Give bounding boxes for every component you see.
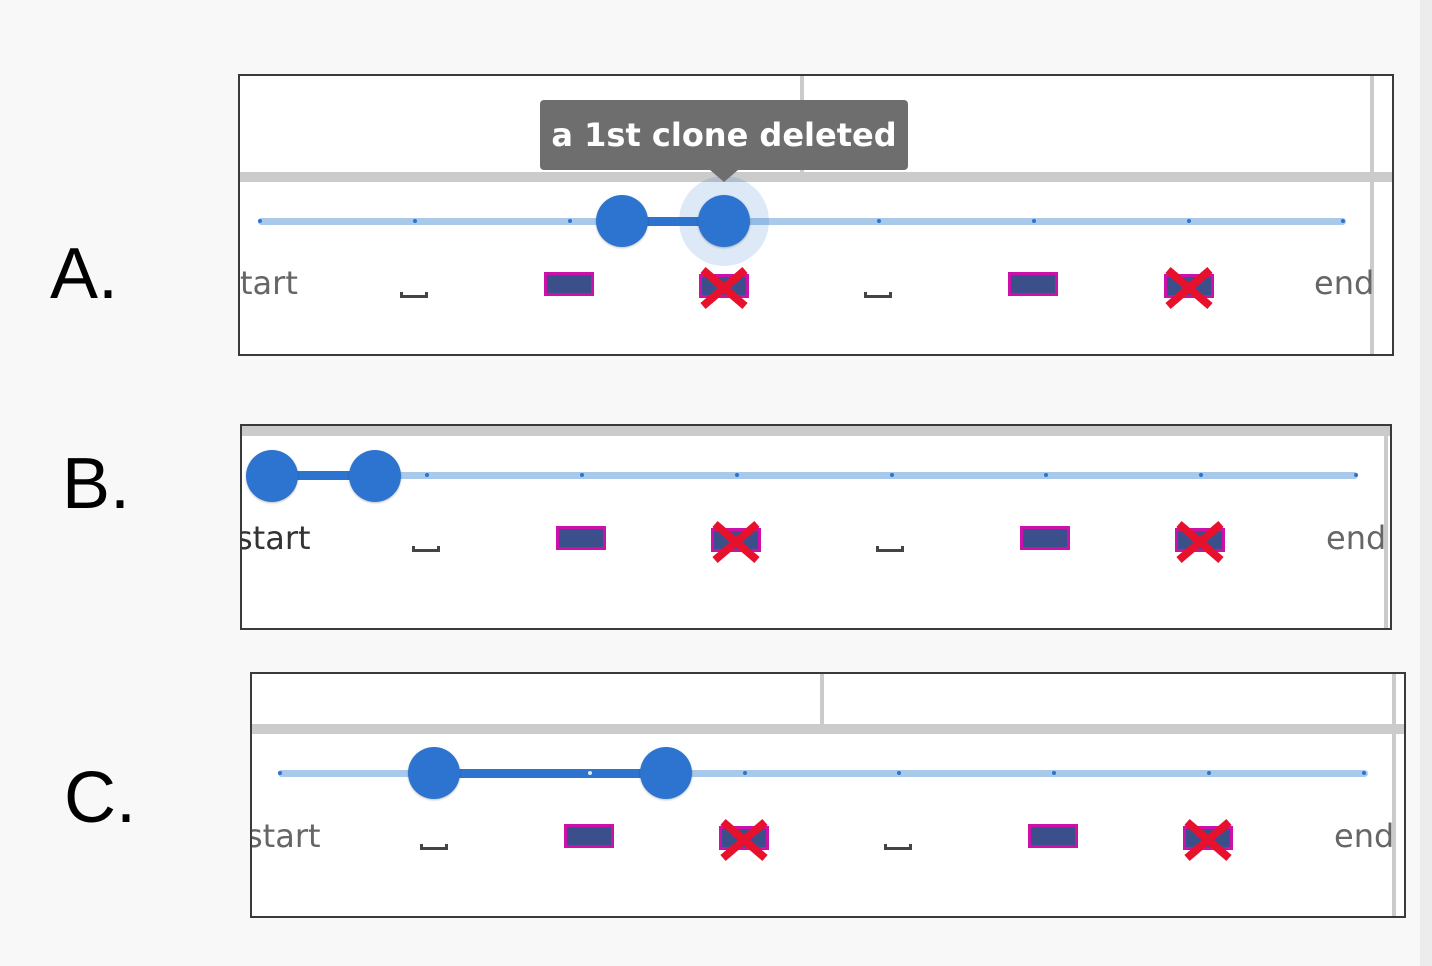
slider-tick (413, 219, 417, 223)
space-glyph-icon (420, 844, 448, 850)
deleted-clone-mark (711, 520, 761, 564)
window-edge (1420, 0, 1432, 966)
mark-start-label: start (250, 817, 321, 855)
panel-c-slider-frame: start end (250, 672, 1406, 918)
panel-b-slider-frame: start end (240, 424, 1392, 630)
slider-active-range (620, 217, 724, 226)
slider-tick (897, 771, 901, 775)
slider-track[interactable] (268, 472, 1358, 479)
column-divider-right (1370, 76, 1374, 354)
deleted-clone-mark (699, 266, 749, 310)
slider-tick (1032, 219, 1036, 223)
slider-thumb-low[interactable] (408, 747, 460, 799)
mark-end-label: end (1334, 817, 1395, 855)
panel-label-a: A. (50, 234, 119, 314)
space-glyph-icon (884, 844, 912, 850)
slider-thumb-low[interactable] (596, 195, 648, 247)
column-divider-right (1384, 426, 1388, 628)
red-x-cross-icon (720, 818, 768, 862)
slider-tick (1362, 771, 1366, 775)
deleted-clone-mark (1183, 818, 1233, 862)
space-glyph-icon (412, 546, 440, 552)
slider-tick (877, 219, 881, 223)
slider-tick (1207, 771, 1211, 775)
slider-active-range (434, 769, 666, 778)
slider-tick (1187, 219, 1191, 223)
red-x-cross-icon (700, 266, 748, 310)
clone-mark (1008, 272, 1058, 296)
slider-tick (425, 473, 429, 477)
deleted-clone-mark (1175, 520, 1225, 564)
clone-mark (556, 526, 606, 550)
slider-thumb-low[interactable] (246, 450, 298, 502)
clone-mark (1028, 824, 1078, 848)
slider-thumb-high[interactable] (698, 195, 750, 247)
header-band (242, 426, 1390, 436)
slider-tick (588, 771, 592, 775)
slider-thumb-high[interactable] (640, 747, 692, 799)
slider-thumb-high[interactable] (349, 450, 401, 502)
header-band (240, 172, 1392, 182)
slider-tick (890, 473, 894, 477)
panel-label-c: C. (64, 758, 136, 838)
mark-end-label: end (1326, 519, 1387, 557)
mark-start-label: tart (240, 264, 298, 302)
slider-tick (1052, 771, 1056, 775)
slider-track[interactable] (258, 218, 1346, 225)
slider-tick (1354, 473, 1358, 477)
slider-track[interactable] (278, 770, 1368, 777)
slider-tick (743, 771, 747, 775)
space-glyph-icon (876, 546, 904, 552)
red-x-cross-icon (1184, 818, 1232, 862)
slider-value-tooltip: a 1st clone deleted (540, 100, 908, 182)
mark-start-label: start (240, 519, 311, 557)
column-divider (820, 674, 824, 724)
red-x-cross-icon (1176, 520, 1224, 564)
clone-mark (564, 824, 614, 848)
panel-label-b: B. (62, 444, 131, 524)
deleted-clone-mark (1164, 266, 1214, 310)
red-x-cross-icon (712, 520, 760, 564)
column-divider-right (1392, 674, 1396, 916)
slider-tick (580, 473, 584, 477)
slider-tick (735, 473, 739, 477)
red-x-cross-icon (1165, 266, 1213, 310)
slider-tick (1044, 473, 1048, 477)
slider-tick (258, 219, 262, 223)
panel-a-slider-frame: a 1st clone deleted tart end (238, 74, 1394, 356)
mark-end-label: end (1314, 264, 1375, 302)
clone-mark (1020, 526, 1070, 550)
deleted-clone-mark (719, 818, 769, 862)
space-glyph-icon (864, 292, 892, 298)
slider-tick (1199, 473, 1203, 477)
clone-mark (544, 272, 594, 296)
slider-tick (278, 771, 282, 775)
slider-tick (1341, 219, 1345, 223)
slider-active-range (272, 471, 376, 480)
slider-tick (568, 219, 572, 223)
space-glyph-icon (400, 292, 428, 298)
header-band (252, 724, 1404, 734)
